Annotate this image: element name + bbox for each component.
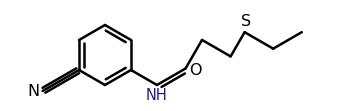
Text: O: O — [190, 63, 202, 78]
Text: NH: NH — [146, 88, 168, 103]
Text: N: N — [27, 83, 40, 98]
Text: S: S — [241, 14, 251, 29]
